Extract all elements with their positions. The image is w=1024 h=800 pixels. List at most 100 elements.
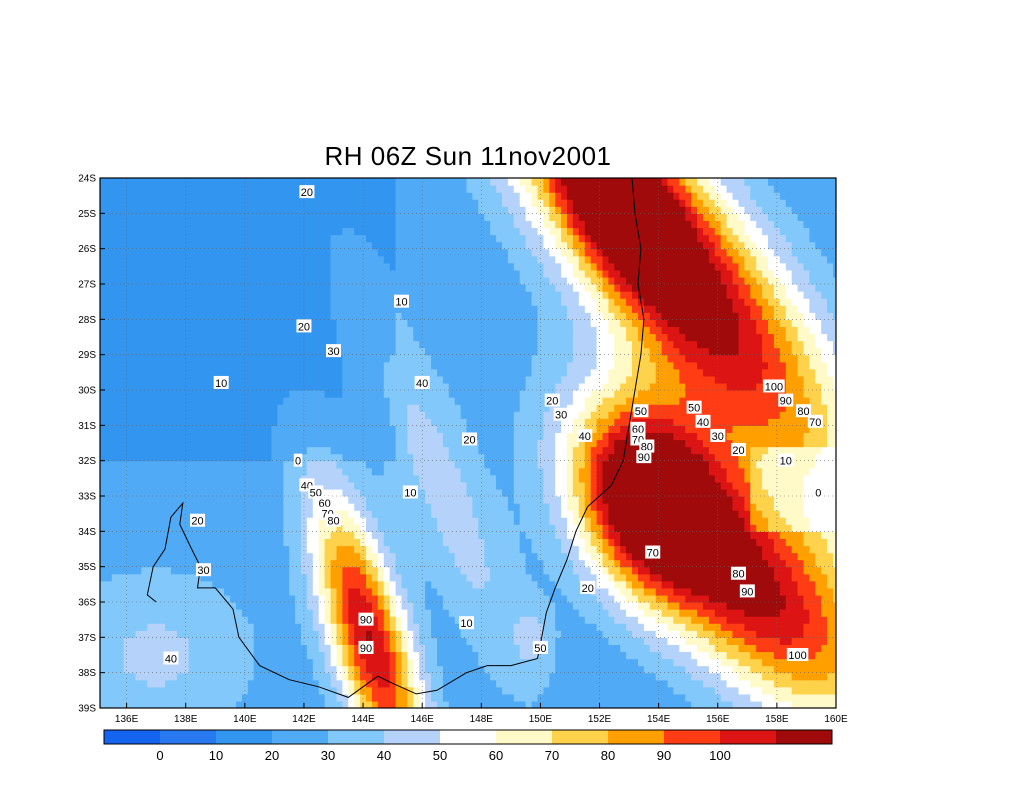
contour-label-bg	[326, 513, 342, 527]
colorbar-label: 40	[377, 748, 391, 763]
contour-label-bg	[730, 566, 746, 580]
contour-label-text: 100	[765, 381, 783, 393]
contour-label: 20	[296, 319, 312, 333]
contour-label-bg	[763, 379, 785, 393]
contour-label-text: 90	[741, 586, 753, 598]
contour-label-text: 70	[647, 548, 659, 560]
x-tick-label: 154E	[647, 714, 671, 725]
contour-label-bg	[639, 439, 655, 453]
contour-label-text: 100	[788, 650, 806, 662]
y-tick-label: 39S	[78, 704, 96, 715]
colorbar-swatch	[384, 730, 441, 744]
colorbar-swatch	[216, 730, 273, 744]
contour-label-text: 30	[712, 431, 724, 443]
contour-label: 10	[778, 453, 794, 468]
contour-labels: 2010203010400204050607080102030409090105…	[163, 185, 823, 666]
contour-label: 100	[786, 648, 809, 662]
contour-label: 30	[195, 563, 211, 577]
colorbar-label: 100	[709, 748, 731, 763]
colorbar-label: 0	[156, 748, 163, 763]
contour-label-bg	[402, 485, 418, 499]
contour-label-text: 0	[295, 456, 301, 468]
colorbar: 0 10 20 30 40 50 60 70 80 90 100	[103, 729, 833, 763]
colorbar-swatch	[776, 730, 833, 744]
colorbar-swatch	[440, 730, 497, 744]
coastline	[146, 178, 645, 698]
x-tick-label: 144E	[351, 714, 375, 725]
y-tick-label: 38S	[78, 668, 96, 679]
contour-label: 10	[402, 485, 418, 499]
contour-label-bg	[807, 414, 823, 428]
contour-label-bg	[795, 404, 811, 418]
contour-label: 50	[532, 640, 548, 655]
colorbar-label: 80	[601, 748, 615, 763]
contour-label: 90	[778, 393, 794, 408]
contour-label: 30	[710, 428, 726, 443]
colorbar-label: 90	[657, 748, 671, 763]
contour-label: 10	[459, 616, 475, 630]
contour-label-text: 80	[732, 569, 744, 581]
contour-label-text: 90	[360, 615, 372, 627]
y-tick-label: 25S	[78, 209, 96, 220]
contour-label: 30	[553, 407, 569, 422]
x-tick-label: 148E	[470, 714, 494, 725]
contour-label-bg	[293, 453, 303, 467]
contour-label: 30	[326, 344, 342, 358]
contour-label-text: 30	[327, 346, 339, 358]
x-tick-label: 152E	[588, 714, 612, 725]
contour-label-text: 20	[582, 583, 594, 595]
y-tick-label: 37S	[78, 633, 96, 644]
contour-label-text: 10	[215, 378, 227, 390]
x-tick-label: 138E	[174, 714, 198, 725]
contour-label: 80	[730, 566, 746, 581]
contour-label-text: 50	[635, 406, 647, 418]
contour-label-bg	[580, 580, 596, 594]
contour-label-text: 10	[404, 487, 416, 499]
contour-label-bg	[645, 545, 661, 559]
lat-lon-grid	[100, 177, 837, 709]
contour-label-text: 20	[732, 445, 744, 457]
contour-label-text: 10	[395, 297, 407, 309]
contour-label-bg	[636, 450, 652, 464]
colorbar-swatch	[496, 730, 553, 744]
y-tick-label: 24S	[78, 174, 96, 185]
contour-label-text: 50	[534, 643, 546, 655]
contour-label-bg	[296, 319, 312, 333]
contour-label: 80	[326, 513, 342, 528]
colorbar-label: 50	[433, 748, 447, 763]
contour-label: 80	[795, 404, 811, 418]
contour-label: 0	[814, 485, 823, 499]
contour-label-bg	[393, 294, 409, 308]
contour-label-bg	[299, 185, 315, 199]
colorbar-swatch	[608, 730, 665, 744]
contour-label: 40	[163, 651, 179, 666]
contour-label: 100	[763, 379, 785, 393]
contour-label-text: 30	[197, 565, 209, 577]
chart-title: RH 06Z Sun 11nov2001	[324, 141, 612, 171]
contour-label-bg	[630, 421, 646, 435]
contour-label: 90	[358, 640, 374, 655]
y-tick-label: 30S	[78, 386, 96, 397]
contour-label-bg	[414, 375, 430, 389]
contour-label-text: 10	[780, 456, 792, 468]
contour-label-text: 40	[579, 431, 591, 443]
contour-label: 20	[190, 513, 206, 528]
colorbar-label: 60	[489, 748, 503, 763]
contour-label-bg	[544, 393, 560, 407]
contour-label-text: 40	[165, 654, 177, 666]
contour-label-bg	[786, 648, 809, 661]
contour-label-text: 80	[797, 406, 809, 418]
colorbar-label: 10	[209, 748, 223, 763]
colorbar-label: 20	[265, 748, 279, 763]
contour-label-text: 90	[638, 452, 650, 464]
contour-label-bg	[195, 563, 211, 577]
contour-label-text: 20	[546, 396, 558, 408]
contour-label-text: 40	[416, 378, 428, 390]
contour-label-bg	[532, 640, 548, 654]
contour-label: 0	[293, 453, 303, 468]
contour-label-bg	[163, 651, 179, 665]
contour-label-bg	[710, 428, 726, 442]
contour-label-text: 30	[555, 410, 567, 422]
contour-label-text: 90	[780, 396, 792, 408]
